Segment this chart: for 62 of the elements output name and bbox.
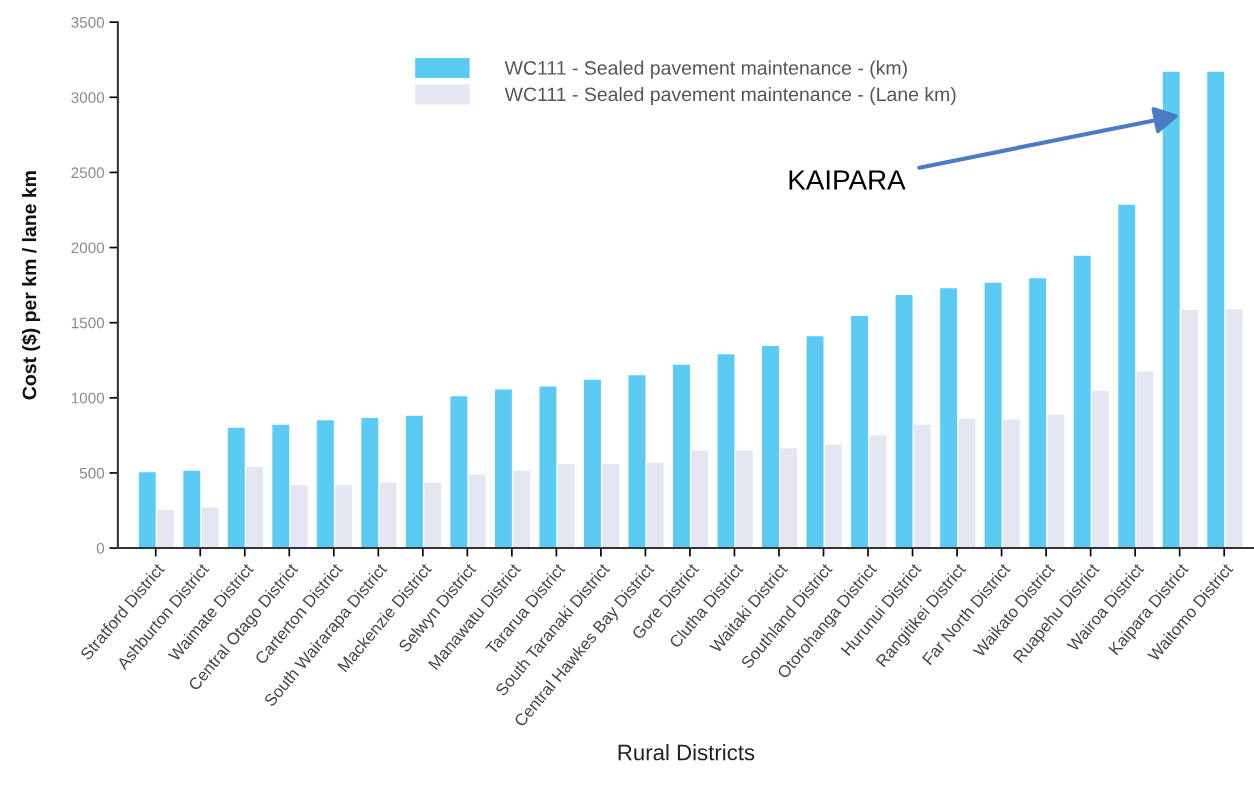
bar <box>316 420 334 549</box>
bar <box>138 472 156 549</box>
y-tick-label: 3500 <box>71 17 105 28</box>
bar <box>583 379 601 549</box>
bar <box>468 474 486 549</box>
bar <box>539 386 557 549</box>
bar <box>646 462 664 549</box>
bar <box>913 424 931 549</box>
bar <box>780 448 798 549</box>
bar <box>335 484 353 549</box>
y-tick-label: 0 <box>96 542 105 554</box>
bar <box>379 482 397 549</box>
bar <box>201 507 219 549</box>
bar <box>717 354 735 549</box>
bar <box>1047 415 1065 549</box>
bar <box>450 396 468 549</box>
bar <box>958 418 976 549</box>
bar <box>673 364 690 549</box>
bar <box>361 418 379 549</box>
bar <box>405 415 423 549</box>
bar <box>183 470 201 549</box>
bar <box>1180 309 1198 549</box>
bar <box>895 294 913 549</box>
bar <box>851 315 869 549</box>
bar <box>513 470 531 549</box>
bar <box>494 389 512 549</box>
bar <box>1118 204 1136 549</box>
bar <box>602 463 620 549</box>
bar <box>628 375 646 549</box>
legend-label: WC111 - Sealed pavement maintenance - (km) <box>504 60 907 79</box>
x-axis-title: Rural Districts <box>618 744 755 761</box>
legend-label: WC111 - Sealed pavement maintenance - (Lane km) <box>504 86 956 106</box>
bar <box>227 427 245 549</box>
bar <box>246 466 264 549</box>
bar <box>1073 255 1091 549</box>
bar <box>1029 278 1047 549</box>
bar <box>1225 309 1243 549</box>
bar <box>762 345 779 549</box>
bar <box>1207 71 1225 549</box>
bar <box>272 424 290 549</box>
y-tick-label: 2000 <box>71 242 105 254</box>
annotation: KAIPARA <box>789 170 906 190</box>
bar <box>1136 371 1154 549</box>
bar <box>735 450 753 549</box>
y-tick-label: 1500 <box>71 317 105 329</box>
bar <box>869 435 887 549</box>
bar <box>557 463 575 549</box>
bar <box>984 282 1002 549</box>
bar <box>1091 391 1109 549</box>
y-tick-label: 1000 <box>71 392 105 404</box>
y-tick-label: 500 <box>79 467 105 479</box>
y-tick-label: 2500 <box>71 167 105 179</box>
bar <box>806 336 824 549</box>
y-tick-label: 3000 <box>71 92 105 103</box>
bar <box>157 509 174 549</box>
bar <box>1002 419 1020 549</box>
y-axis-title: Cost ($) per km / lane km <box>21 171 41 400</box>
bar <box>940 288 958 549</box>
bar <box>290 484 308 549</box>
bar <box>424 482 442 549</box>
bar <box>824 444 842 549</box>
bar <box>691 450 709 549</box>
